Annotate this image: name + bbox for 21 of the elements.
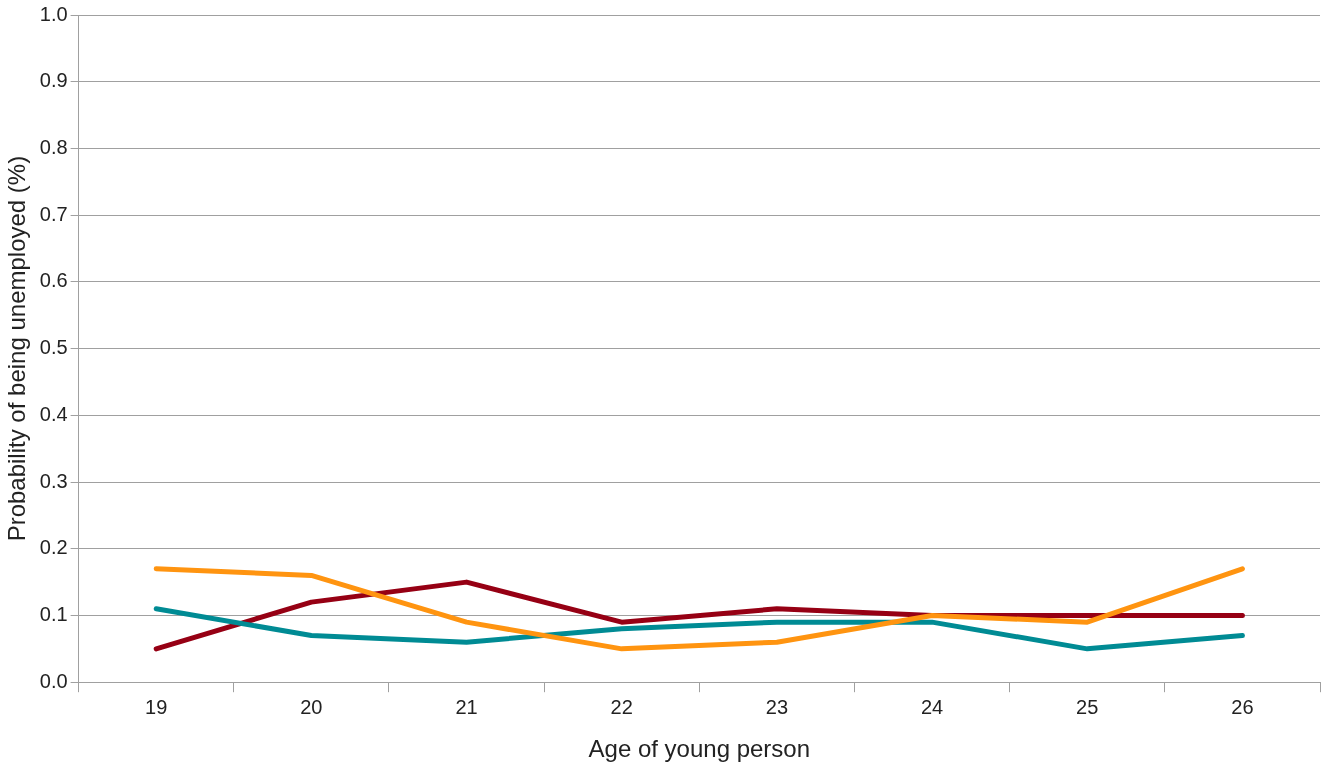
y-tick-label: 0.4 — [39, 402, 68, 425]
y-tick-label: 0.8 — [39, 135, 68, 158]
y-tick-label: 0.9 — [39, 69, 68, 92]
y-axis-title: Probability of being unemployed (%) — [3, 155, 31, 542]
x-tick-label: 24 — [920, 695, 944, 718]
y-tick-label: 0.3 — [39, 469, 68, 492]
x-tick-label: 26 — [1231, 695, 1254, 718]
y-tick-label: 0.6 — [39, 269, 68, 292]
x-tick-label: 20 — [300, 695, 323, 718]
x-axis-title: Age of young person — [588, 735, 811, 763]
y-tick-label: 1.0 — [39, 2, 68, 25]
y-tick-label: 0.5 — [39, 336, 68, 359]
x-tick-label: 19 — [145, 695, 168, 718]
y-tick-label: 0.1 — [39, 603, 68, 625]
x-tick-label: 21 — [455, 695, 478, 718]
x-tick-label: 25 — [1076, 695, 1099, 718]
x-tick-label: 23 — [765, 695, 789, 718]
y-tick-label: 0.7 — [39, 202, 68, 225]
y-tick-label: 0.0 — [39, 669, 68, 692]
y-tick-label: 0.2 — [39, 536, 68, 559]
x-tick-label: 22 — [610, 695, 633, 718]
